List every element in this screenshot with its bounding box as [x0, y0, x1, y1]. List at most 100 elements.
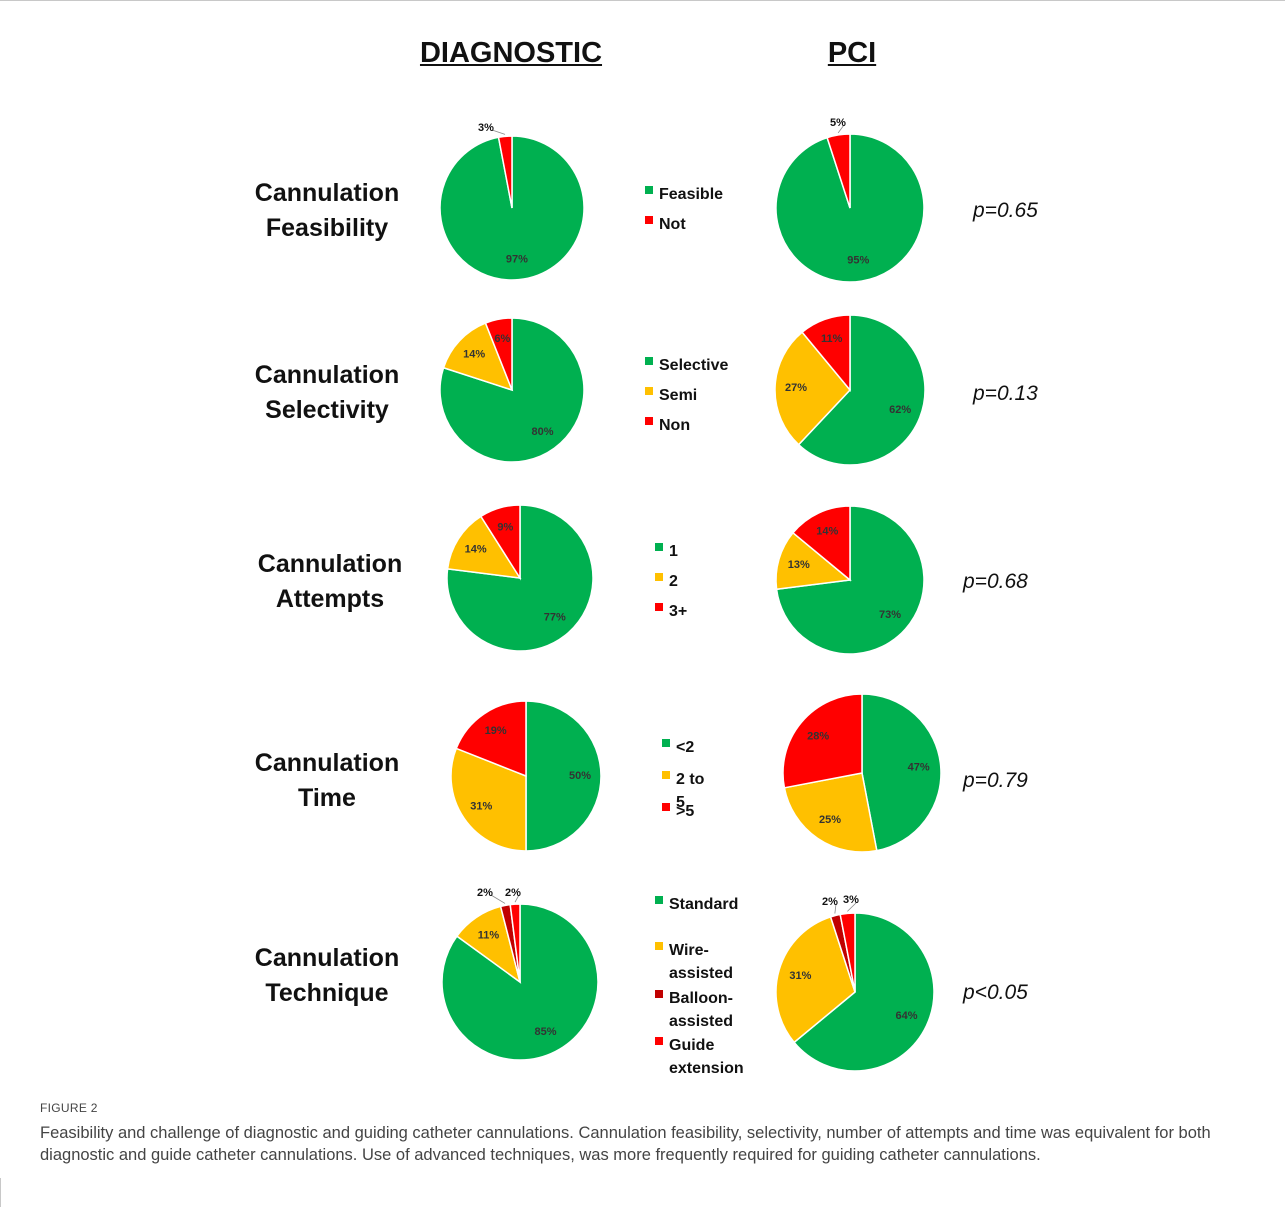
- pie-diagnostic-2-slice-1: [446, 515, 522, 579]
- pie-diagnostic-4-leader-3: [514, 894, 520, 903]
- legend-item-1-1: Semi: [645, 384, 697, 407]
- legend-text: 1: [669, 543, 678, 560]
- pie-diagnostic-2: 77% 14% 9%: [446, 504, 594, 652]
- row-label-3: Cannulation Time: [254, 749, 400, 812]
- pie-pci-0-label-0: 95%: [847, 255, 869, 267]
- pie-diagnostic-2-slice-2: [479, 504, 521, 581]
- legend-swatch: [662, 802, 670, 811]
- pie-diagnostic-2-label-1: 14%: [465, 544, 487, 556]
- pie-diagnostic-4-slice-3: [509, 903, 521, 983]
- legend-item-1-2: Non: [645, 414, 690, 437]
- legend-item-3-0: <2: [662, 736, 694, 759]
- pie-pci-4-slice-3: [839, 912, 856, 993]
- legend-item-4-2: Balloon- assisted: [655, 987, 733, 1033]
- legend-swatch: [645, 356, 653, 365]
- pie-diagnostic-1-slice-0: [439, 317, 585, 463]
- pie-pci-2-label-0: 73%: [879, 609, 901, 621]
- pie-pci-4-label-2: 2%: [822, 896, 838, 908]
- pie-diagnostic-4-label-0: 85%: [534, 1026, 556, 1038]
- pie-pci-0-label-1: 5%: [830, 117, 846, 129]
- pie-pci-4-leader-3: [847, 901, 858, 912]
- pie-diagnostic-3-label-2: 19%: [485, 725, 507, 737]
- pie-diagnostic-1-label-0: 80%: [531, 426, 553, 438]
- pie-pci-1-slice-2: [801, 314, 851, 393]
- row-label-2: Cannulation Attempts: [257, 550, 403, 613]
- figure-caption: Feasibility and challenge of diagnostic …: [40, 1124, 1211, 1164]
- pie-pci-1-slice-1: [774, 331, 851, 446]
- pie-pci-1-label-2: 11%: [821, 333, 843, 345]
- pie-diagnostic-1-slice-2: [484, 317, 513, 391]
- pie-pci-3-slice-0: [861, 693, 942, 852]
- pie-diagnostic-3-slice-1: [450, 747, 527, 852]
- p-value-1: p=0.13: [973, 382, 1038, 405]
- legend-swatch: [645, 386, 653, 395]
- pie-pci-3-label-1: 25%: [819, 814, 841, 826]
- pie-diagnostic-1-label-1: 14%: [463, 348, 485, 360]
- pie-diagnostic-4-label-1: 11%: [478, 930, 500, 942]
- legend-swatch: [662, 770, 670, 779]
- pie-pci-4-label-0: 64%: [895, 1010, 917, 1022]
- legend-swatch: [655, 895, 663, 904]
- pie-pci-1-label-0: 62%: [889, 404, 911, 416]
- legend-item-3-1: 2 to 5: [662, 768, 704, 814]
- legend-item-2-1: 2: [655, 570, 678, 593]
- legend-text: Non: [659, 417, 691, 434]
- column-header-pci: PCI: [827, 37, 877, 69]
- legend-item-1-0: Selective: [645, 354, 728, 377]
- legend-text: Wire- assisted: [669, 942, 734, 982]
- pie-diagnostic-1-label-2: 6%: [494, 333, 510, 345]
- legend-swatch: [655, 989, 663, 998]
- legend-text: Standard: [669, 896, 739, 913]
- pie-pci-3-label-2: 28%: [807, 731, 829, 743]
- pie-diagnostic-4: 85% 11% 2% 2%: [441, 887, 599, 1061]
- pie-diagnostic-4-label-2: 2%: [477, 887, 493, 899]
- pie-diagnostic-4-label-3: 2%: [505, 887, 521, 899]
- pie-diagnostic-0-label-1: 3%: [478, 122, 494, 134]
- legend-text: Selective: [659, 357, 729, 374]
- pie-pci-1: 62% 27% 11%: [774, 314, 926, 466]
- pie-pci-4-label-1: 31%: [789, 970, 811, 982]
- legend-item-0-1: Not: [645, 213, 686, 236]
- pie-pci-4: 64% 31% 2% 3%: [775, 894, 935, 1072]
- pie-diagnostic-0-slice-1: [497, 135, 513, 209]
- pie-pci-3-slice-2: [782, 693, 863, 789]
- pie-pci-1-label-1: 27%: [785, 382, 807, 394]
- pie-pci-2-slice-2: [791, 505, 851, 582]
- legend-text: 3+: [669, 603, 688, 620]
- pie-diagnostic-3-label-0: 50%: [569, 770, 591, 782]
- pie-pci-2-slice-1: [775, 531, 852, 591]
- legend-swatch: [655, 602, 663, 611]
- pie-pci-0-slice-1: [826, 133, 851, 209]
- legend-swatch: [655, 542, 663, 551]
- pie-diagnostic-3-label-1: 31%: [470, 800, 492, 812]
- legend-item-4-1: Wire- assisted: [655, 939, 733, 985]
- legend-text: Guide extension: [669, 1037, 744, 1077]
- legend-text: 2: [669, 573, 678, 590]
- pie-pci-0: 95% 5%: [775, 117, 925, 283]
- pie-diagnostic-3: 50% 31% 19%: [450, 700, 602, 852]
- legend-item-2-0: 1: [655, 540, 678, 563]
- pie-pci-1-slice-0: [797, 314, 926, 466]
- pie-pci-4-leader-2: [834, 903, 837, 914]
- pie-pci-3-slice-1: [783, 772, 878, 853]
- p-value-3: p=0.79: [963, 769, 1028, 792]
- legend-text: <2: [676, 739, 695, 756]
- legend-swatch: [655, 572, 663, 581]
- pie-diagnostic-1-slice-1: [442, 322, 514, 392]
- pie-diagnostic-0: 97% 3%: [439, 122, 585, 281]
- row-label-1: Cannulation Selectivity: [254, 361, 400, 424]
- legend-swatch: [645, 416, 653, 425]
- pie-diagnostic-4-leader-2: [490, 894, 506, 904]
- pie-pci-0-leader-1: [837, 124, 845, 134]
- legend-text: Semi: [659, 387, 698, 404]
- pie-pci-3-label-0: 47%: [908, 762, 930, 774]
- legend-text: >5: [676, 803, 695, 820]
- row-label-4: Cannulation Technique: [254, 944, 400, 1007]
- pie-pci-3: 47% 25% 28%: [782, 693, 942, 853]
- row-label-0: Cannulation Feasibility: [254, 179, 400, 242]
- pie-pci-4-slice-1: [775, 915, 856, 1044]
- pie-pci-2: 73% 13% 14%: [775, 505, 925, 655]
- pie-pci-4-label-3: 3%: [843, 894, 859, 906]
- pie-diagnostic-3-slice-0: [525, 700, 602, 852]
